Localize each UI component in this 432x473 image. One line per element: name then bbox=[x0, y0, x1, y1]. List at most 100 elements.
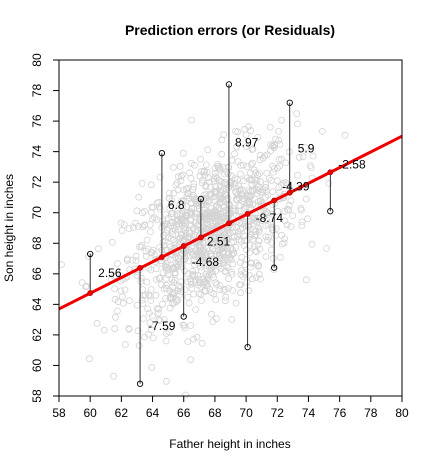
scatter-point bbox=[197, 290, 205, 298]
scatter-point bbox=[156, 317, 164, 325]
scatter-point bbox=[111, 325, 119, 333]
residual-label: -2.58 bbox=[338, 157, 366, 171]
scatter-point bbox=[132, 257, 140, 265]
residual-label: 6.8 bbox=[168, 198, 185, 212]
scatter-point bbox=[193, 333, 201, 341]
scatter-point bbox=[220, 287, 228, 294]
scatter-point bbox=[143, 236, 151, 244]
scatter-point bbox=[162, 337, 170, 345]
scatter-point bbox=[170, 289, 178, 297]
scatter-point bbox=[183, 209, 191, 217]
scatter-point bbox=[279, 179, 287, 187]
scatter-point bbox=[187, 280, 195, 288]
scatter-point bbox=[256, 198, 264, 206]
scatter-point bbox=[189, 270, 197, 278]
scatter-point bbox=[218, 150, 226, 158]
x-tick-label: 66 bbox=[177, 406, 191, 420]
x-tick-label: 60 bbox=[84, 406, 98, 420]
scatter-point bbox=[245, 287, 253, 295]
scatter-point bbox=[221, 285, 229, 293]
scatter-point bbox=[221, 178, 229, 186]
scatter-point bbox=[281, 207, 289, 215]
scatter-point bbox=[185, 194, 193, 202]
scatter-point bbox=[183, 192, 191, 200]
scatter-point bbox=[147, 181, 155, 189]
scatter-point bbox=[234, 228, 242, 236]
scatter-point bbox=[275, 156, 283, 164]
scatter-point bbox=[148, 312, 156, 320]
scatter-point bbox=[133, 207, 141, 215]
scatter-point bbox=[188, 204, 196, 212]
scatter-point bbox=[184, 278, 192, 286]
scatter-point bbox=[162, 377, 170, 385]
scatter-point bbox=[272, 231, 280, 239]
y-tick-label: 72 bbox=[30, 175, 44, 189]
fitted-point bbox=[226, 220, 232, 227]
y-tick-label: 58 bbox=[30, 389, 44, 403]
scatter-point bbox=[121, 286, 129, 294]
scatter-point bbox=[301, 144, 309, 152]
scatter-point bbox=[211, 188, 219, 196]
scatter-point bbox=[197, 267, 205, 275]
scatter-point bbox=[285, 148, 293, 156]
scatter-point bbox=[198, 179, 206, 187]
residual-label: 5.9 bbox=[298, 142, 315, 156]
scatter-point bbox=[138, 241, 146, 249]
scatter-point bbox=[278, 116, 286, 124]
scatter-point bbox=[255, 261, 263, 269]
scatter-point bbox=[112, 313, 119, 321]
scatter-point bbox=[180, 256, 188, 264]
scatter-point bbox=[256, 151, 264, 159]
scatter-point bbox=[247, 127, 255, 135]
observed-point bbox=[286, 99, 293, 106]
scatter-point bbox=[214, 259, 222, 267]
scatter-point bbox=[184, 184, 192, 192]
fitted-point bbox=[180, 243, 187, 249]
scatter-point bbox=[249, 145, 257, 153]
scatter-point bbox=[227, 172, 235, 180]
scatter-point bbox=[159, 269, 167, 276]
scatter-point bbox=[163, 246, 171, 254]
scatter-point bbox=[202, 278, 210, 286]
fitted-point bbox=[158, 254, 165, 260]
scatter-point bbox=[261, 210, 269, 218]
x-tick-label: 74 bbox=[302, 406, 316, 420]
scatter-point bbox=[201, 171, 209, 179]
observed-point bbox=[244, 343, 251, 351]
residual-label: -8.74 bbox=[256, 211, 284, 225]
scatter-point bbox=[147, 297, 155, 304]
scatter-point bbox=[165, 194, 173, 202]
observed-point bbox=[225, 81, 233, 88]
scatter-point bbox=[261, 184, 269, 191]
scatter-point bbox=[201, 287, 209, 295]
scatter-point bbox=[276, 162, 284, 170]
scatter-point bbox=[255, 228, 263, 236]
scatter-point bbox=[248, 259, 256, 267]
fitted-point bbox=[197, 234, 204, 241]
scatter-point bbox=[275, 127, 283, 135]
scatter-point bbox=[234, 128, 242, 136]
scatter-point bbox=[251, 214, 259, 222]
scatter-point bbox=[295, 153, 303, 161]
scatter-point bbox=[244, 221, 252, 229]
scatter-point bbox=[83, 282, 90, 290]
scatter-point bbox=[216, 164, 224, 172]
scatter-point bbox=[110, 372, 117, 380]
scatter-point bbox=[227, 256, 235, 264]
scatter-point bbox=[142, 252, 150, 260]
scatter-point bbox=[111, 285, 119, 293]
scatter-point bbox=[268, 223, 276, 231]
scatter-point bbox=[175, 282, 183, 290]
scatter-point bbox=[192, 219, 199, 226]
scatter-point bbox=[256, 275, 264, 283]
scatter-point bbox=[159, 300, 166, 308]
x-tick-label: 58 bbox=[52, 406, 66, 420]
scatter-point bbox=[168, 210, 176, 218]
scatter-point bbox=[248, 231, 255, 238]
scatter-point bbox=[176, 201, 184, 209]
scatter-point bbox=[221, 267, 229, 275]
scatter-point bbox=[172, 181, 180, 189]
scatter-point bbox=[298, 222, 306, 229]
scatter-point bbox=[226, 181, 234, 189]
scatter-point bbox=[124, 255, 131, 263]
